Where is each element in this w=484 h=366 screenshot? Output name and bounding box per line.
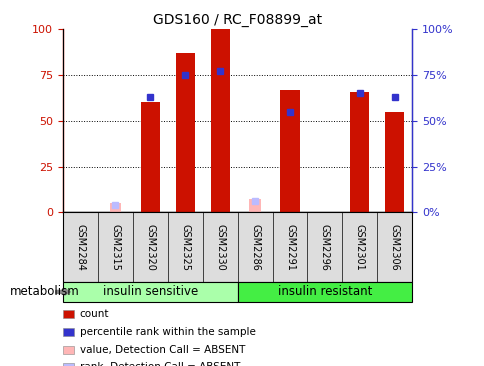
Text: value, Detection Call = ABSENT: value, Detection Call = ABSENT <box>79 344 244 355</box>
Bar <box>109 203 121 212</box>
Text: GSM2325: GSM2325 <box>180 224 190 270</box>
Text: GSM2286: GSM2286 <box>250 224 259 270</box>
Text: GSM2315: GSM2315 <box>110 224 120 270</box>
Text: insulin resistant: insulin resistant <box>277 285 371 298</box>
Bar <box>349 92 369 212</box>
Text: GSM2330: GSM2330 <box>215 224 225 270</box>
Text: count: count <box>79 309 109 320</box>
Text: GSM2320: GSM2320 <box>145 224 155 270</box>
Bar <box>140 102 160 212</box>
Bar <box>175 53 195 212</box>
Text: metabolism: metabolism <box>10 285 79 298</box>
Title: GDS160 / RC_F08899_at: GDS160 / RC_F08899_at <box>153 13 321 27</box>
Text: GSM2301: GSM2301 <box>354 224 364 270</box>
Text: GSM2284: GSM2284 <box>76 224 85 270</box>
Bar <box>280 90 299 212</box>
Bar <box>249 199 260 212</box>
Bar <box>384 112 404 212</box>
Text: percentile rank within the sample: percentile rank within the sample <box>79 327 255 337</box>
Text: rank, Detection Call = ABSENT: rank, Detection Call = ABSENT <box>79 362 240 366</box>
Text: GSM2306: GSM2306 <box>389 224 399 270</box>
Text: GSM2296: GSM2296 <box>319 224 329 270</box>
Bar <box>210 29 229 212</box>
Text: GSM2291: GSM2291 <box>285 224 294 270</box>
Text: insulin sensitive: insulin sensitive <box>103 285 197 298</box>
